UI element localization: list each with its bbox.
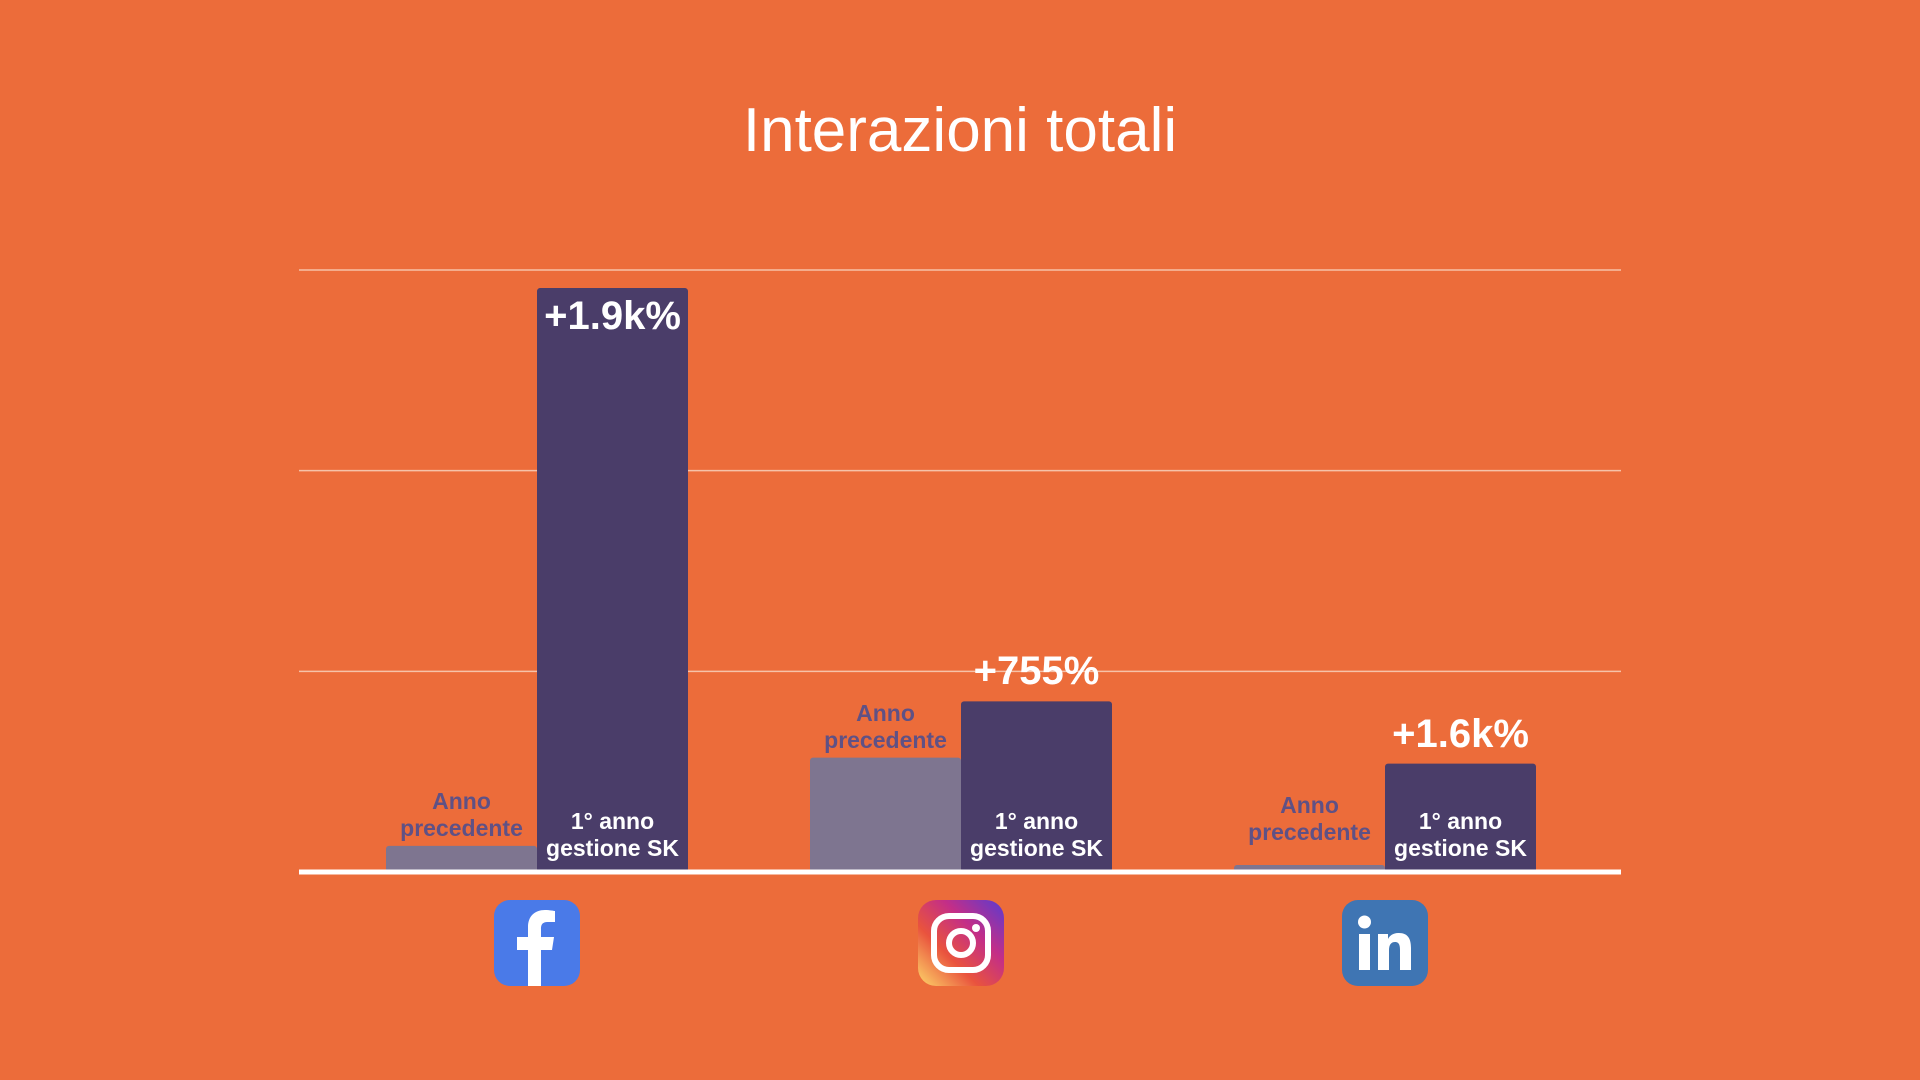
bar-first-year-sk — [537, 288, 688, 872]
label-line: gestione SK — [546, 835, 679, 861]
linkedin-icon — [1342, 900, 1428, 986]
bar-previous-year — [810, 757, 961, 872]
label-line: 1° anno — [994, 808, 1079, 834]
label-line: precedente — [824, 726, 947, 753]
change-label: +1.6k% — [1392, 711, 1529, 756]
label-previous-year: Anno precedente — [386, 788, 537, 842]
label-line: Anno — [432, 787, 491, 814]
facebook-icon — [494, 900, 580, 986]
label-line: precedente — [1248, 819, 1371, 845]
label-first-year-sk: 1° anno gestione SK — [537, 808, 688, 862]
bar-previous-year — [386, 845, 537, 872]
label-line: Anno — [1280, 792, 1339, 818]
label-line: 1° anno — [1418, 808, 1503, 834]
label-line: 1° anno — [570, 808, 655, 834]
label-previous-year: Anno precedente — [1234, 792, 1385, 846]
instagram-icon — [918, 900, 1004, 986]
bar-first-year-sk — [961, 701, 1112, 872]
label-line: gestione SK — [970, 835, 1103, 861]
label-first-year-sk: 1° anno gestione SK — [1385, 808, 1536, 862]
label-previous-year: Anno precedente — [810, 700, 961, 754]
label-line: Anno — [856, 699, 915, 726]
bar-first-year-sk — [1385, 763, 1536, 872]
change-label: +1.9k% — [544, 294, 681, 339]
chart-title: Interazioni totali — [742, 96, 1178, 165]
label-line: gestione SK — [1394, 835, 1527, 861]
label-first-year-sk: 1° anno gestione SK — [961, 808, 1112, 862]
label-line: precedente — [400, 814, 523, 841]
change-label: +755% — [973, 649, 1100, 694]
